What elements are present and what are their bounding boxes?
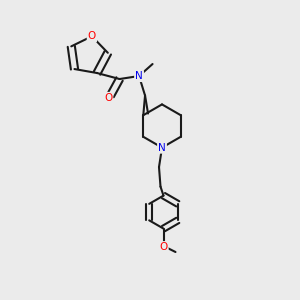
Text: N: N [135,71,143,81]
Text: O: O [159,242,168,252]
Text: O: O [104,93,112,103]
Text: O: O [88,31,96,41]
Text: N: N [158,142,166,153]
